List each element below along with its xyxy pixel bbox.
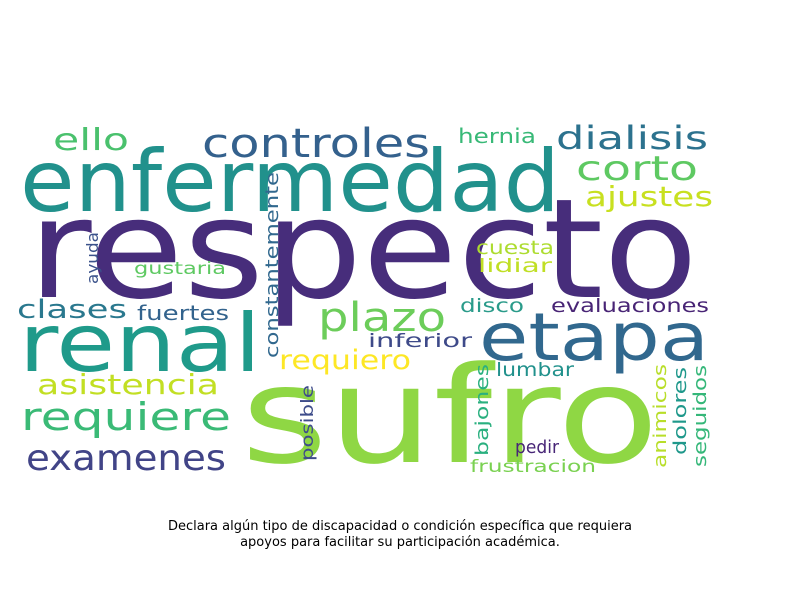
word-inferior: inferior [368,330,472,352]
word-ajustes: ajustes [585,180,713,213]
word-evaluaciones: evaluaciones [551,295,709,317]
word-corto: corto [576,149,698,189]
word-fuertes: fuertes [137,301,229,325]
word-sufro: sufro [241,338,659,494]
word-controles: controles [202,121,430,167]
word-enfermedad: enfermedad [20,132,560,232]
word-ello: ello [53,123,129,158]
word-etapa: etapa [479,299,709,376]
word-posible: posible [298,385,318,461]
word-plazo: plazo [318,295,446,341]
word-clases: clases [17,295,127,325]
word-bajones: bajones [472,364,493,456]
word-animicos: animicos [650,364,671,468]
word-requiero: requiero [279,345,411,376]
word-respecto: respecto [28,169,698,330]
word-lidiar: lidiar [478,255,552,277]
word-hernia: hernia [458,124,536,148]
word-ayuda: ayuda [83,232,102,284]
word-examenes: examenes [26,438,226,479]
word-dolores: dolores [670,367,691,455]
word-disco: disco [460,295,524,317]
word-frustracion: frustracion [470,457,596,477]
word-lumbar: lumbar [496,359,574,381]
word-asistencia: asistencia [37,368,219,401]
word-dialisis: dialisis [556,119,708,157]
word-seguidos: seguidos [690,365,711,467]
word-gustaria: gustaria [134,259,226,279]
word-renal: renal [19,297,261,390]
word-constantemente: constantemente [262,172,283,358]
word-pedir: pedir [515,437,560,458]
chart-caption: Declara algún tipo de discapacidad o con… [167,519,633,550]
word-requiere: requiere [21,395,231,439]
word-cuesta: cuesta [476,237,554,259]
